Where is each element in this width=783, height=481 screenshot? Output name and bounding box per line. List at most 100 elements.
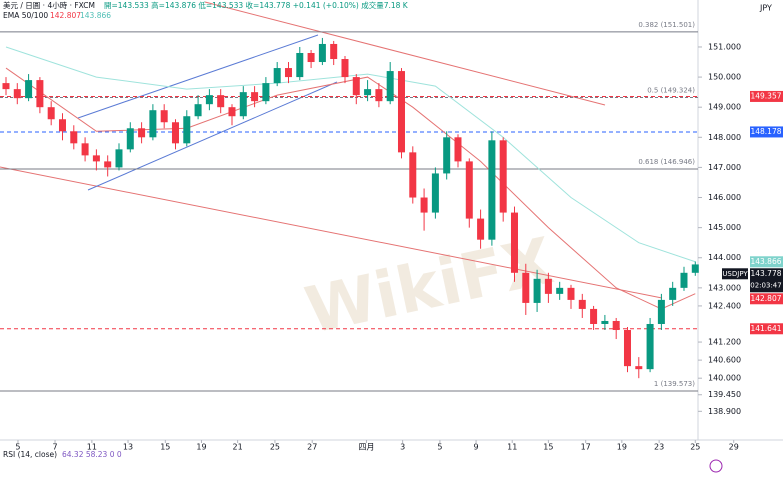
candle-body bbox=[691, 264, 699, 273]
candle-body bbox=[590, 308, 598, 324]
candle-body bbox=[465, 161, 473, 219]
y-tick-label: 149.000 bbox=[708, 103, 741, 112]
candle-body bbox=[533, 278, 541, 303]
x-tick-label: 19 bbox=[617, 443, 627, 452]
y-tick-label: 138.900 bbox=[708, 407, 741, 416]
candle-body bbox=[217, 95, 225, 108]
trendline bbox=[0, 166, 663, 299]
candle-body bbox=[657, 299, 665, 324]
candle-body bbox=[544, 278, 552, 294]
candle-body bbox=[375, 89, 383, 102]
currency: JPY bbox=[759, 4, 772, 13]
x-tick-label: 四月 bbox=[358, 443, 374, 452]
candle-body bbox=[646, 323, 654, 370]
fib-label: 1 (139.573) bbox=[654, 380, 695, 388]
candle-body bbox=[499, 140, 507, 213]
fib-label: 0.382 (151.501) bbox=[638, 21, 695, 29]
y-tick-label: 139.450 bbox=[708, 390, 741, 399]
price-label: 149.357 bbox=[750, 91, 781, 100]
y-tick-label: 147.000 bbox=[708, 163, 741, 172]
candle-body bbox=[284, 68, 292, 78]
candle-body bbox=[228, 107, 236, 117]
candle-body bbox=[160, 110, 168, 123]
candle-body bbox=[205, 95, 213, 105]
candle-body bbox=[409, 152, 417, 198]
fib-label: 0.618 (146.946) bbox=[638, 158, 695, 166]
price-label: 141.641 bbox=[750, 324, 781, 333]
candle-body bbox=[601, 320, 609, 324]
candle-body bbox=[92, 155, 100, 162]
x-tick-label: 23 bbox=[654, 443, 664, 452]
y-tick-label: 150.000 bbox=[708, 73, 741, 82]
candle-body bbox=[296, 52, 304, 78]
candle-body bbox=[612, 320, 620, 331]
candle-body bbox=[680, 272, 688, 288]
candle-body bbox=[510, 212, 518, 273]
symbol-label: USDJPY bbox=[722, 270, 748, 278]
ema-label: EMA 50/100 bbox=[3, 11, 48, 20]
y-tick-label: 144.000 bbox=[708, 253, 741, 262]
candle-body bbox=[420, 197, 428, 213]
ema-line bbox=[5, 67, 696, 310]
candle-body bbox=[2, 83, 10, 90]
x-tick-label: 17 bbox=[581, 443, 591, 452]
candle-body bbox=[341, 59, 349, 78]
ema-slow: 143.866 bbox=[80, 11, 111, 20]
candle-body bbox=[183, 116, 191, 144]
candle-body bbox=[477, 218, 485, 240]
candle-body bbox=[149, 110, 157, 138]
y-tick-label: 148.000 bbox=[708, 133, 741, 142]
symbol-box bbox=[722, 268, 748, 280]
y-tick-label: 145.000 bbox=[708, 223, 741, 232]
ema-fast: 142.807 bbox=[50, 11, 81, 20]
price-label: 143.866 bbox=[750, 257, 781, 266]
y-tick-label: 141.200 bbox=[708, 338, 741, 347]
candle-body bbox=[138, 128, 146, 138]
x-tick-label: 5 bbox=[437, 443, 442, 452]
axes: 151.000 150.000 149.000 148.000 147.000 146.0… bbox=[15, 42, 783, 452]
candle-body bbox=[431, 173, 439, 213]
rsi-label: RSI (14, close) bbox=[3, 450, 57, 459]
y-tick-label: 143.000 bbox=[708, 283, 741, 292]
candle-body bbox=[239, 92, 247, 117]
x-tick-label: 15 bbox=[543, 443, 553, 452]
candle-body bbox=[556, 287, 564, 294]
candle-body bbox=[194, 104, 202, 117]
price-box bbox=[750, 323, 783, 335]
candle-body bbox=[58, 119, 66, 132]
candle-body bbox=[567, 287, 575, 300]
price-label: 143.778 bbox=[750, 269, 781, 278]
x-tick-label: 11 bbox=[87, 443, 97, 452]
candle-body bbox=[70, 131, 78, 144]
alert-icon[interactable] bbox=[709, 459, 723, 473]
candle-body bbox=[47, 107, 55, 120]
candle-body bbox=[126, 128, 134, 150]
candle-body bbox=[25, 80, 33, 99]
candle-body bbox=[36, 80, 44, 108]
candle-body bbox=[330, 43, 338, 60]
x-tick-label: 5 bbox=[15, 443, 20, 452]
x-tick-label: 25 bbox=[690, 443, 700, 452]
candle-body bbox=[669, 287, 677, 300]
candle-body bbox=[488, 140, 496, 240]
countdown: 02:03:47 bbox=[750, 281, 781, 289]
candle-body bbox=[104, 161, 112, 168]
rsi-values: 64.32 58.23 0 0 bbox=[62, 450, 122, 459]
candle-body bbox=[364, 89, 372, 96]
y-tick-label: 140.000 bbox=[708, 374, 741, 383]
fib-label: 0.5 (149.324) bbox=[647, 86, 695, 94]
x-tick-label: 13 bbox=[123, 443, 133, 452]
price-box bbox=[750, 90, 783, 102]
legend: 美元 / 日圓 · 4小時 · FXCM 開=143.533 高=143.876… bbox=[3, 0, 409, 459]
y-tick-label: 142.400 bbox=[708, 301, 741, 310]
x-tick-label: 27 bbox=[307, 443, 317, 452]
price-box bbox=[750, 293, 783, 305]
candle-body bbox=[273, 68, 281, 84]
candle-body bbox=[81, 143, 89, 156]
candle-body bbox=[318, 43, 326, 63]
x-tick-label: 21 bbox=[233, 443, 243, 452]
candle-body bbox=[251, 92, 259, 102]
candle-body bbox=[171, 122, 179, 144]
candles bbox=[2, 37, 699, 379]
